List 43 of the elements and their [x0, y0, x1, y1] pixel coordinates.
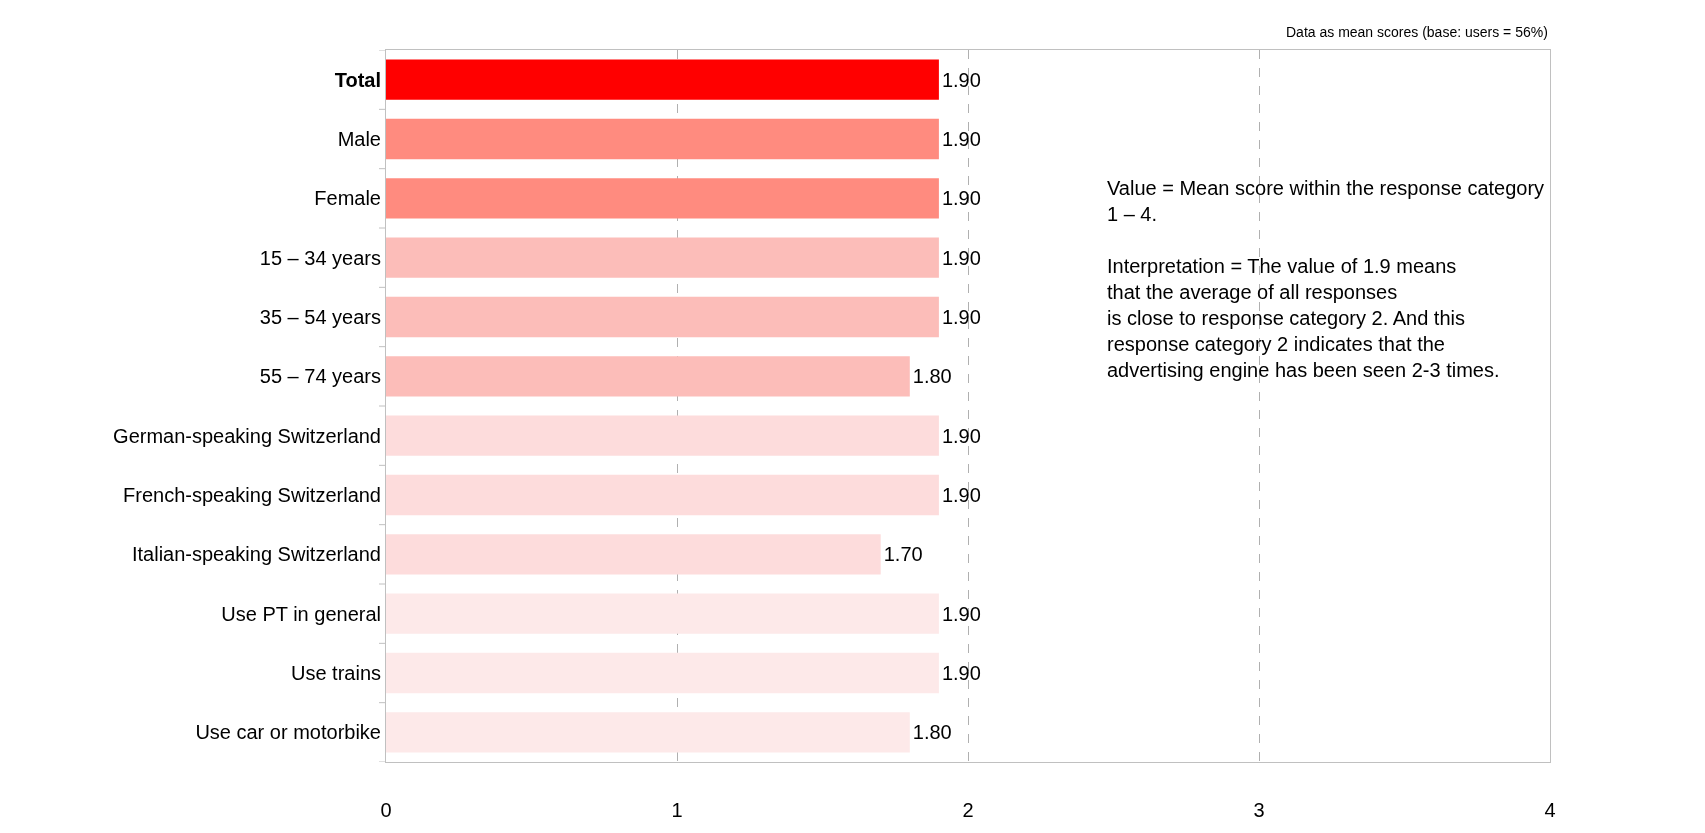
data-label: 1.90: [941, 602, 981, 625]
y-tick-label: Use trains: [290, 662, 381, 684]
x-tick-label: 2: [962, 799, 974, 821]
y-tick-label: German-speaking Switzerland: [113, 424, 381, 447]
y-tick-label: 55 – 74 years: [259, 365, 381, 388]
bar: [386, 534, 881, 575]
y-tick-label: 35 – 54 years: [259, 306, 381, 328]
bar: [386, 356, 910, 397]
bar: [386, 652, 939, 694]
bar: [386, 59, 939, 100]
y-tick-label: Male: [337, 128, 381, 150]
x-tick-label: 1: [671, 799, 683, 821]
bar: [386, 593, 939, 634]
y-tick-label: 15 – 34 years: [259, 246, 381, 269]
y-tick-label: Total: [334, 68, 381, 91]
data-label: 1.70: [883, 543, 923, 566]
x-tick-label: 3: [1253, 799, 1265, 821]
y-tick-label: Italian-speaking Switzerland: [131, 543, 381, 566]
bar: [386, 296, 939, 338]
x-tick-label: 4: [1544, 799, 1556, 821]
y-tick-label: Use car or motorbike: [195, 721, 381, 744]
bar: [386, 415, 939, 456]
data-label: 1.80: [912, 365, 952, 388]
bar: [386, 712, 910, 753]
data-label: 1.90: [941, 484, 981, 506]
data-label: 1.80: [912, 721, 952, 744]
text: Data as mean scores (base: users = 56%): [1286, 24, 1548, 40]
y-tick-label: French-speaking Switzerland: [123, 484, 381, 506]
y-tick-label: Use PT in general: [221, 602, 381, 625]
data-label: 1.90: [941, 187, 981, 210]
data-label: 1.90: [941, 128, 981, 150]
bar: [386, 118, 939, 160]
data-label: 1.90: [941, 662, 981, 684]
data-label: 1.90: [941, 306, 981, 328]
bar: [386, 178, 939, 219]
data-label: 1.90: [941, 68, 981, 91]
data-label: 1.90: [941, 246, 981, 269]
bar: [386, 474, 939, 516]
x-tick-label: 0: [380, 799, 392, 821]
bar: [386, 237, 939, 278]
text: Value = Mean score within the response category 1 – 4. Interpretation = The value of 1.9 means that the average of all responses is close to response category 2. And this response category 2 indicates that the advertising engine has been seen 2-3 times.: [1107, 177, 1545, 381]
y-tick-label: Female: [314, 187, 381, 210]
data-label: 1.90: [941, 424, 981, 447]
